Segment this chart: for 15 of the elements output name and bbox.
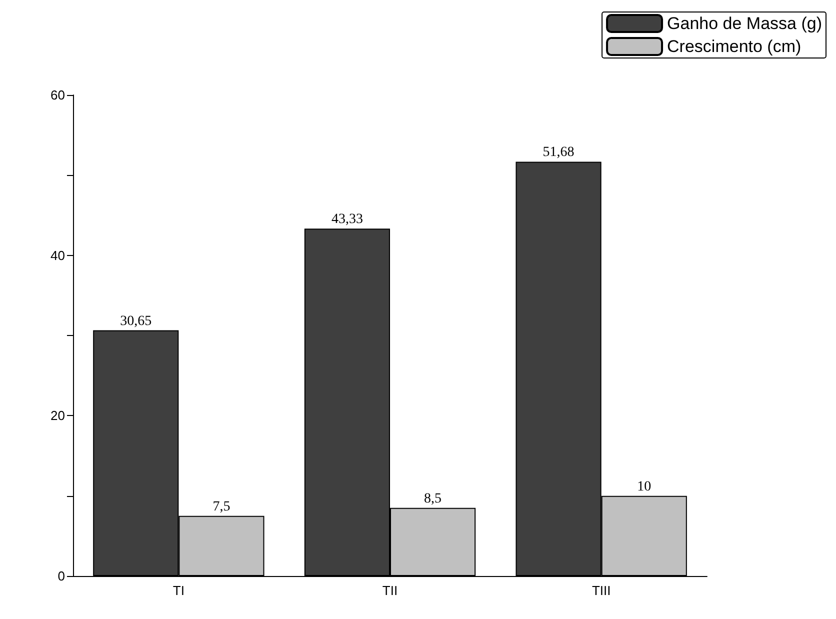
legend-label: Crescimento (cm)	[667, 37, 802, 56]
y-tick-label: 40	[50, 248, 65, 263]
data-label: 43,33	[331, 212, 363, 228]
x-tick-label: TII	[382, 583, 398, 598]
y-tick-label: 0	[58, 568, 65, 584]
data-label: 51,68	[542, 145, 574, 160]
data-label: 30,65	[120, 314, 152, 329]
y-tick-label: 20	[50, 408, 65, 424]
data-label: 8,5	[424, 491, 442, 506]
x-tick-label: TI	[172, 583, 184, 598]
data-label: 7,5	[212, 499, 230, 514]
x-tick-label: TIII	[592, 583, 611, 598]
data-label: 10	[637, 479, 652, 494]
y-tick-label: 60	[50, 88, 65, 102]
legend-label: Ganho de Massa (g)	[667, 14, 822, 33]
